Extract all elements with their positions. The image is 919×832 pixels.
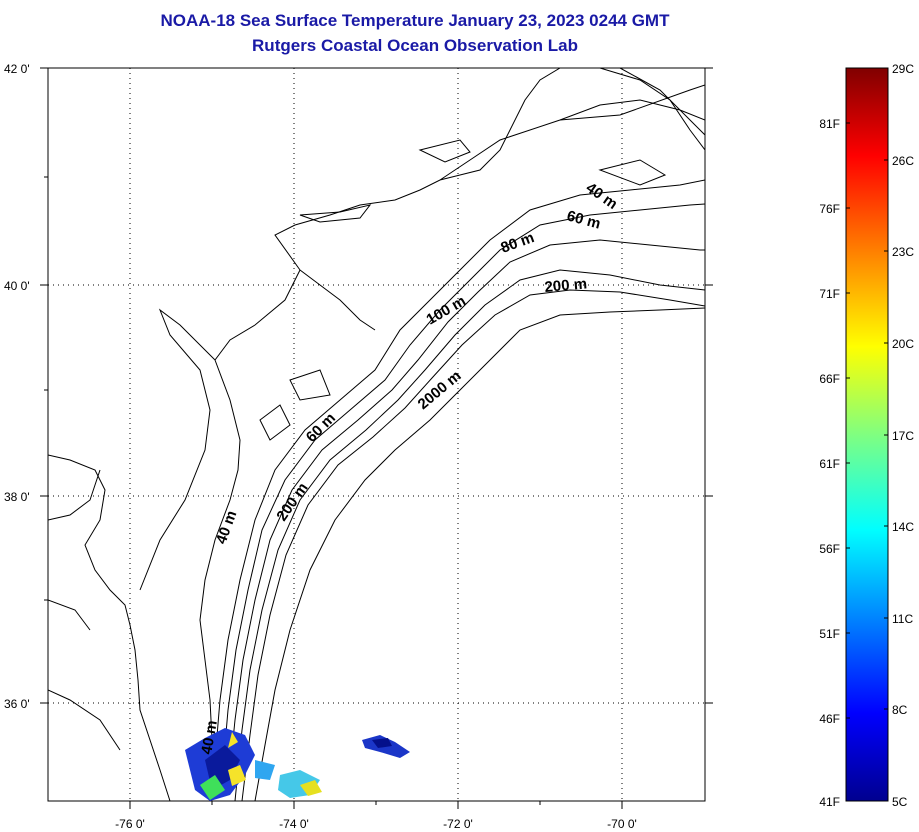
cb-c-14: 14C: [892, 520, 914, 534]
lat-label-36: 36 0': [4, 697, 30, 711]
bathymetry-contours: [214, 68, 705, 801]
depth-label-40m-south: 40 m: [198, 719, 221, 756]
colorbar: [845, 67, 889, 802]
latitude-labels: 42 0' 40 0' 38 0' 36 0': [4, 62, 30, 711]
cb-c-26: 26C: [892, 154, 914, 168]
cb-f-61: 61F: [819, 457, 840, 471]
cb-f-41: 41F: [819, 795, 840, 809]
lon-label-74: -74 0': [279, 817, 309, 831]
cb-f-71: 71F: [819, 287, 840, 301]
sst-data-patches: [185, 728, 410, 801]
lat-label-42: 42 0': [4, 62, 30, 76]
cb-c-8: 8C: [892, 703, 908, 717]
colorbar-celsius-labels: 29C 26C 23C 20C 17C 14C 11C 8C 5C: [892, 62, 914, 809]
coastline: [48, 68, 705, 801]
cb-c-11: 11C: [892, 612, 913, 626]
cb-f-81: 81F: [819, 117, 840, 131]
lat-label-40: 40 0': [4, 279, 30, 293]
depth-label-200m-north: 200 m: [544, 275, 588, 296]
cb-c-23: 23C: [892, 245, 914, 259]
cb-f-51: 51F: [819, 627, 840, 641]
cb-c-5: 5C: [892, 795, 908, 809]
cb-c-17: 17C: [892, 429, 914, 443]
cb-f-76: 76F: [819, 202, 840, 216]
longitude-labels: -76 0' -74 0' -72 0' -70 0': [115, 817, 637, 831]
cb-c-29: 29C: [892, 62, 914, 76]
colorbar-fahrenheit-labels: 81F 76F 71F 66F 61F 56F 51F 46F 41F: [819, 117, 840, 809]
lat-label-38: 38 0': [4, 490, 30, 504]
graticule: [48, 68, 705, 801]
cb-f-46: 46F: [819, 712, 840, 726]
lon-label-72: -72 0': [443, 817, 473, 831]
cb-c-20: 20C: [892, 337, 914, 351]
lon-label-76: -76 0': [115, 817, 145, 831]
colorbar-ticks: [846, 122, 888, 719]
chart-subtitle: Rutgers Coastal Ocean Observation Lab: [252, 36, 578, 55]
lon-label-70: -70 0': [607, 817, 637, 831]
chart-title: NOAA-18 Sea Surface Temperature January …: [160, 11, 670, 30]
tick-marks: [40, 67, 713, 809]
coastal-detail: [259, 84, 705, 441]
cb-f-56: 56F: [819, 542, 840, 556]
cb-f-66: 66F: [819, 372, 840, 386]
